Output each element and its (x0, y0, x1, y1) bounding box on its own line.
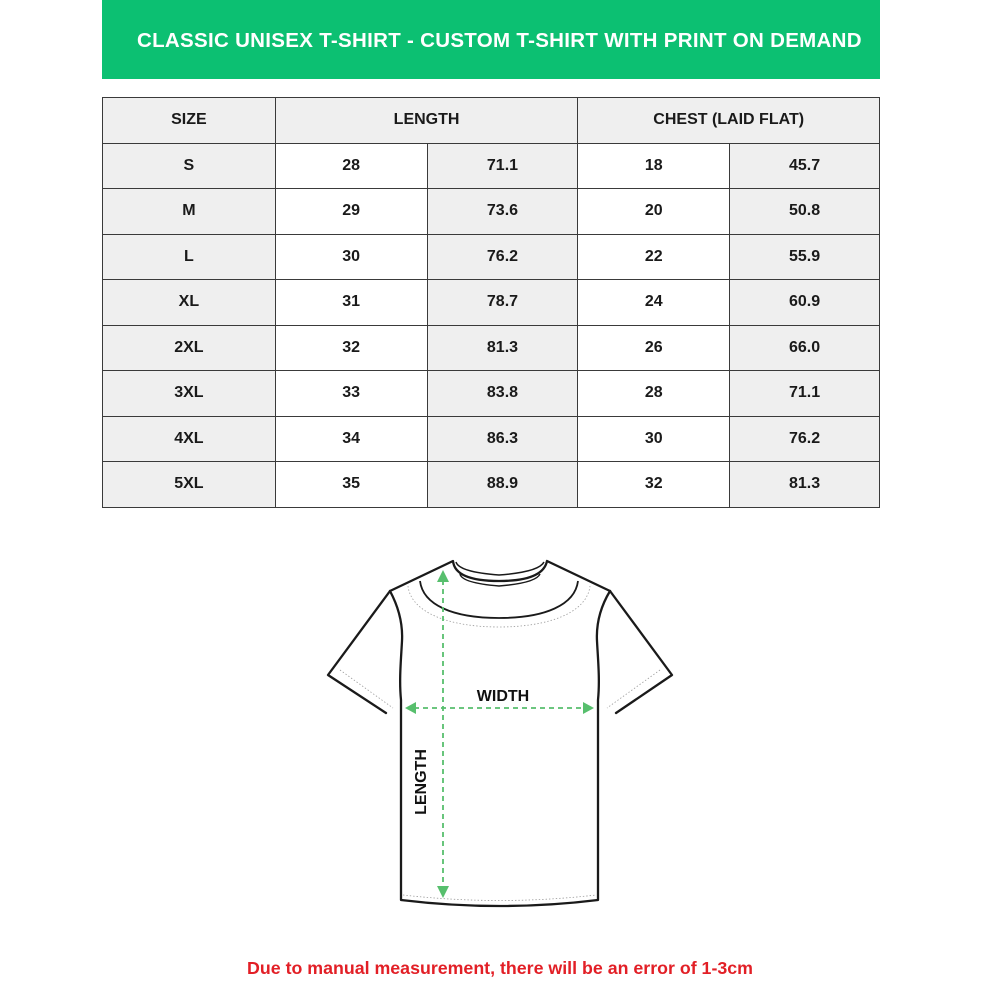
svg-text:LENGTH: LENGTH (413, 749, 430, 815)
svg-text:WIDTH: WIDTH (477, 688, 529, 705)
